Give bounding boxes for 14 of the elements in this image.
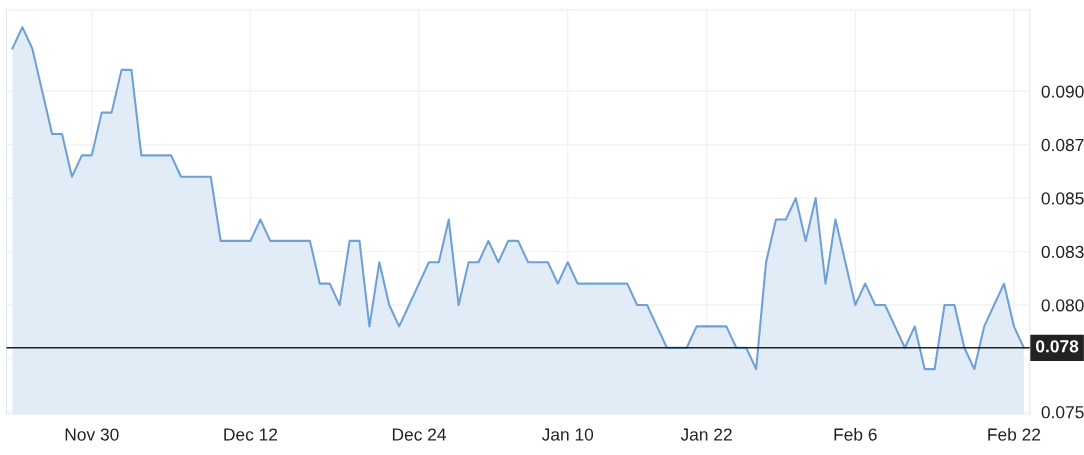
y-tick-label: 0.083: [1041, 245, 1084, 259]
y-tick-label: 0.080: [1041, 299, 1084, 312]
y-tick-label: 0.087: [1041, 138, 1084, 152]
x-tick-label: Jan 22: [680, 428, 732, 441]
y-tick-label: 0.090: [1041, 85, 1084, 98]
x-tick-label: Nov 30: [65, 428, 119, 441]
ref-line-label: 0.078: [1036, 340, 1079, 353]
x-tick-label: Feb 22: [988, 427, 1041, 441]
x-tick-label: Dec 24: [392, 428, 446, 441]
y-tick-label: 0.075: [1041, 406, 1084, 419]
x-tick-label: Feb 6: [834, 427, 877, 441]
x-tick-label: Dec 12: [224, 428, 278, 441]
x-tick-label: Jan 10: [541, 428, 594, 441]
y-tick-label: 0.085: [1041, 192, 1084, 205]
